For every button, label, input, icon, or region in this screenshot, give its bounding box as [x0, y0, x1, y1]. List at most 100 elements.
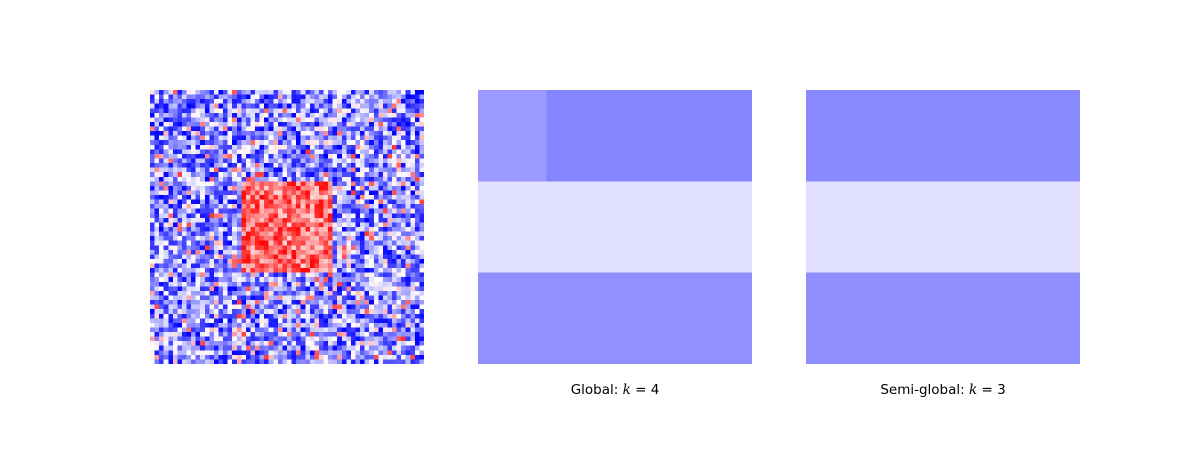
- noise-cell: [232, 121, 237, 127]
- noise-cell: [405, 231, 411, 237]
- noise-cell: [259, 350, 265, 355]
- noise-cell: [227, 245, 233, 250]
- noise-cell: [337, 309, 342, 314]
- noise-cell: [277, 245, 283, 250]
- noise-cell: [346, 300, 352, 305]
- noise-cell: [337, 181, 342, 186]
- noise-cell: [401, 281, 406, 287]
- noise-cell: [378, 167, 383, 173]
- noise-cell: [382, 90, 388, 95]
- noise-cell: [209, 272, 215, 278]
- noise-cell: [369, 345, 374, 351]
- noise-cell: [159, 295, 164, 301]
- noise-cell: [364, 222, 370, 228]
- noise-cell: [227, 350, 233, 355]
- noise-cell: [300, 332, 306, 337]
- noise-cell: [250, 108, 256, 113]
- noise-cell: [410, 268, 415, 273]
- noise-cell: [378, 295, 383, 301]
- noise-cell: [223, 163, 228, 168]
- noise-cell: [200, 336, 205, 342]
- noise-cell: [410, 163, 415, 168]
- noise-cell: [360, 290, 365, 296]
- noise-cell: [159, 181, 164, 186]
- noise-cell: [360, 90, 365, 95]
- noise-cell: [268, 195, 274, 200]
- noise-cell: [223, 181, 228, 186]
- noise-cell: [318, 217, 324, 223]
- noise-cell: [191, 290, 196, 296]
- noise-cell: [405, 236, 411, 241]
- noise-cell: [177, 336, 183, 342]
- noise-cell: [305, 103, 310, 109]
- noise-cell: [191, 336, 196, 342]
- noise-cell: [200, 231, 205, 237]
- noise-cell: [200, 281, 205, 287]
- noise-cell: [355, 135, 361, 141]
- noise-cell: [209, 263, 215, 269]
- noise-cell: [264, 163, 269, 168]
- noise-cell: [355, 176, 361, 182]
- noise-cell: [346, 263, 352, 269]
- noise-cell: [360, 94, 365, 100]
- noise-cell: [259, 309, 265, 314]
- noise-cell: [223, 190, 228, 196]
- noise-cell: [337, 213, 342, 218]
- noise-cell: [213, 94, 219, 100]
- noise-cell: [405, 163, 411, 168]
- noise-cell: [328, 263, 333, 269]
- noise-cell: [227, 99, 233, 104]
- noise-cell: [150, 103, 155, 109]
- noise-cell: [172, 300, 178, 305]
- noise-cell: [195, 153, 201, 159]
- noise-cell: [227, 263, 233, 269]
- noise-cell: [364, 345, 370, 351]
- noise-cell: [328, 286, 333, 292]
- noise-cell: [195, 258, 201, 264]
- noise-cell: [419, 185, 424, 191]
- noise-cell: [414, 341, 420, 346]
- noise-cell: [364, 290, 370, 296]
- noise-cell: [218, 227, 224, 232]
- noise-cell: [291, 222, 297, 228]
- noise-cell: [387, 318, 393, 323]
- noise-cell: [213, 190, 219, 196]
- noise-cell: [154, 332, 160, 337]
- noise-cell: [392, 176, 397, 182]
- noise-cell: [232, 103, 237, 109]
- noise-cell: [268, 227, 274, 232]
- noise-cell: [300, 158, 306, 164]
- noise-cell: [414, 167, 420, 173]
- noise-cell: [296, 231, 301, 237]
- noise-cell: [181, 249, 187, 255]
- noise-cell: [382, 249, 388, 255]
- noise-cell: [200, 341, 205, 346]
- noise-cell: [282, 281, 288, 287]
- noise-cell: [168, 149, 173, 155]
- noise-cell: [209, 167, 215, 173]
- noise-cell: [328, 158, 333, 164]
- noise-cell: [277, 131, 283, 136]
- noise-cell: [172, 254, 178, 260]
- noise-cell: [168, 144, 173, 150]
- noise-cell: [159, 281, 164, 287]
- noise-cell: [209, 322, 215, 328]
- noise-cell: [332, 227, 338, 232]
- noise-cell: [396, 277, 402, 282]
- noise-cell: [296, 112, 301, 118]
- noise-cell: [355, 144, 361, 150]
- noise-cell: [209, 108, 215, 113]
- noise-cell: [163, 304, 169, 310]
- noise-cell: [204, 108, 210, 113]
- noise-cell: [396, 336, 402, 342]
- noise-cell: [305, 227, 310, 232]
- noise-cell: [268, 204, 274, 209]
- noise-cell: [318, 144, 324, 150]
- noise-cell: [332, 153, 338, 159]
- noise-cell: [318, 341, 324, 346]
- noise-cell: [191, 213, 196, 218]
- noise-cell: [277, 350, 283, 355]
- noise-cell: [264, 204, 269, 209]
- noise-cell: [305, 222, 310, 228]
- noise-cell: [204, 167, 210, 173]
